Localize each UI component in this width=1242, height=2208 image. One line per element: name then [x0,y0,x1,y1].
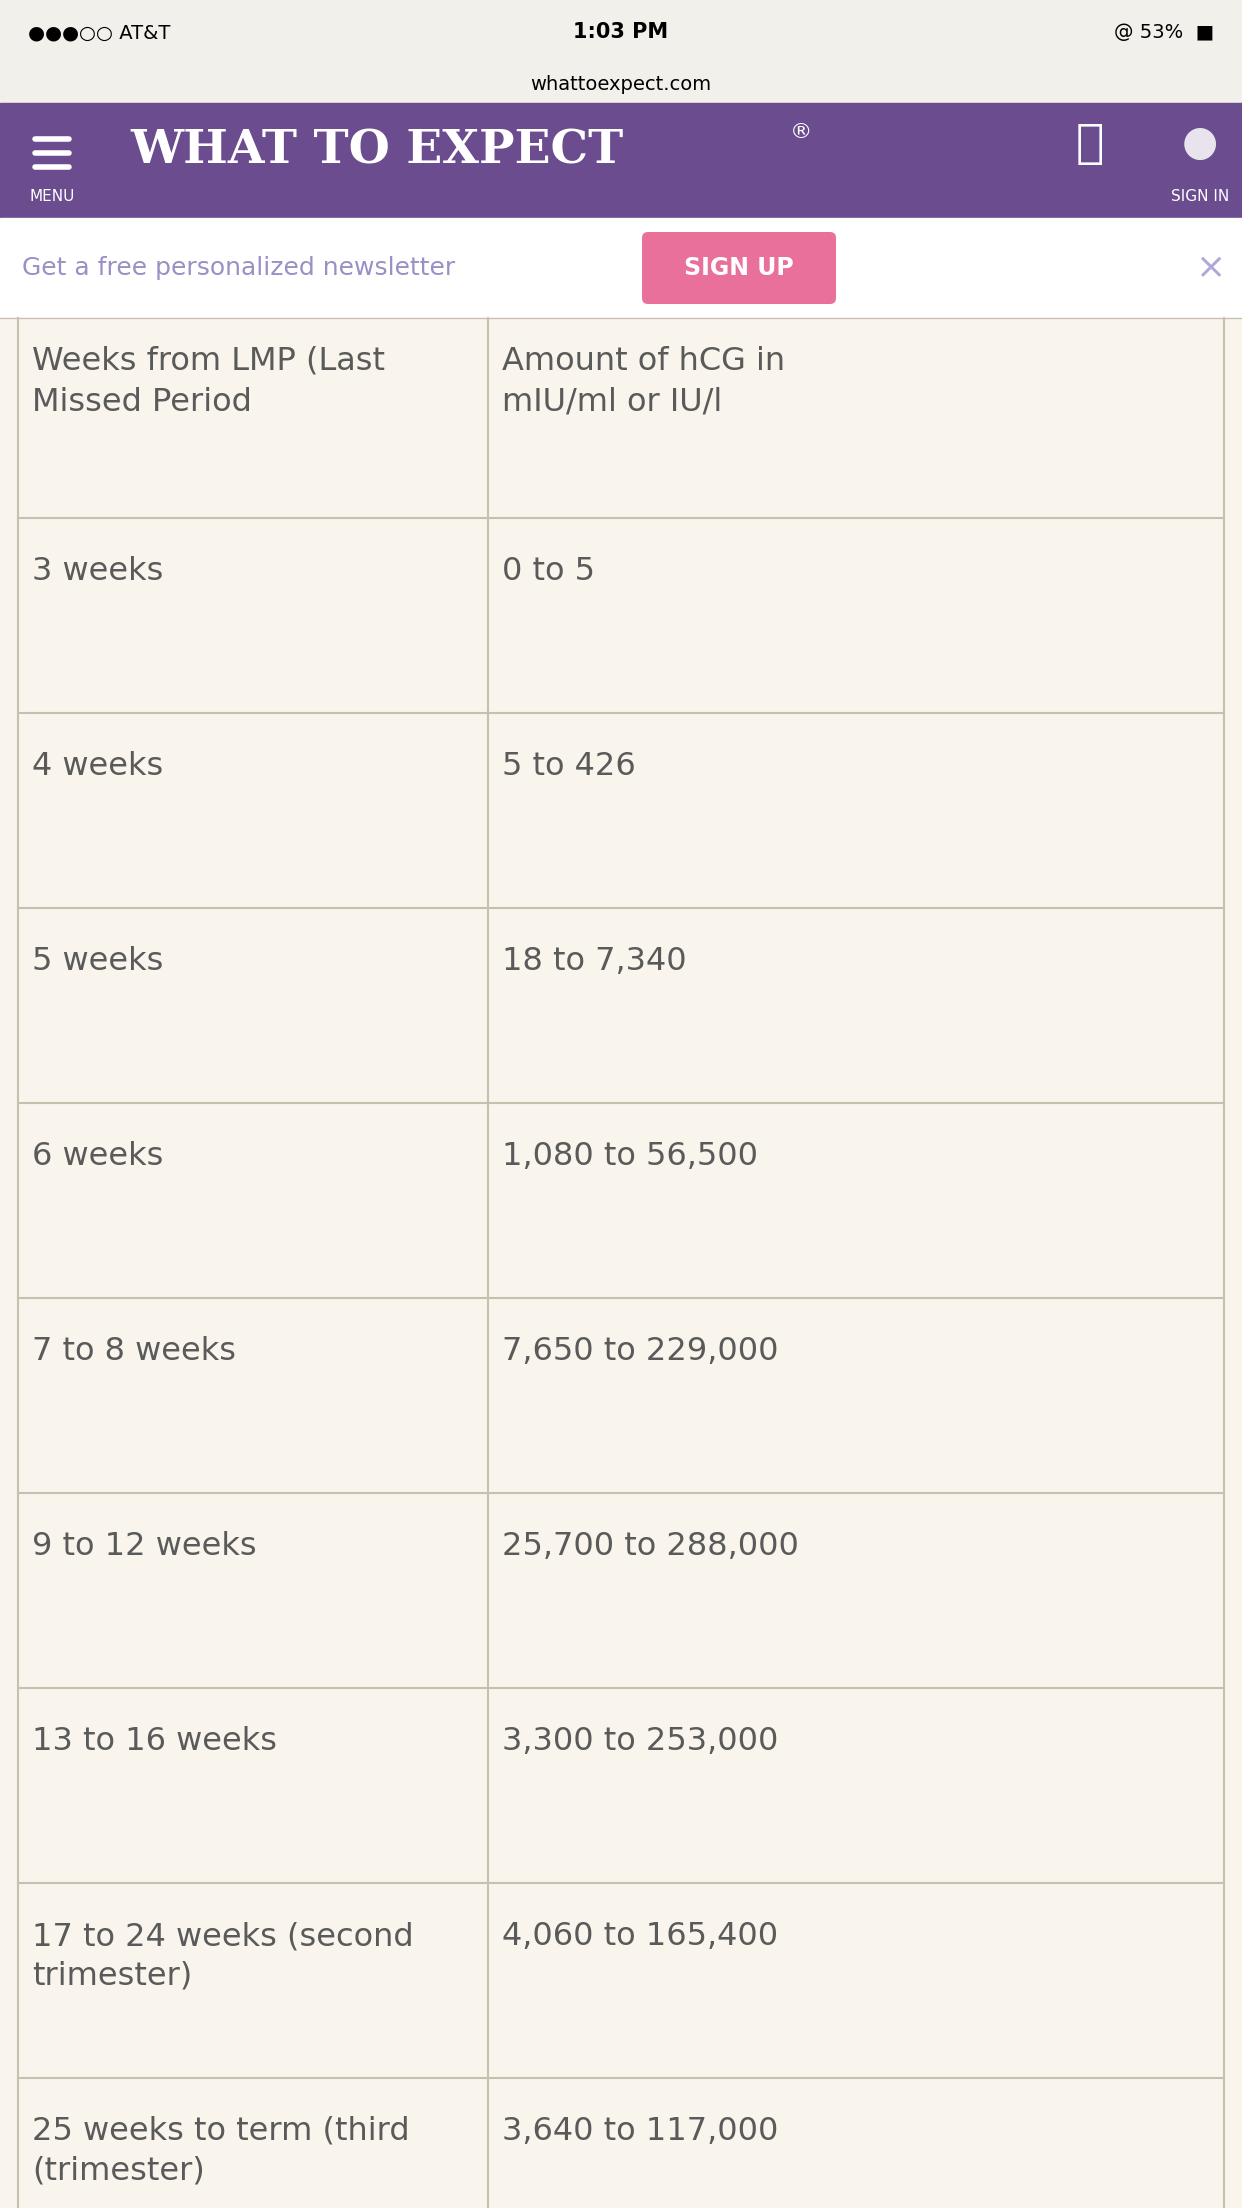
Text: 0 to 5: 0 to 5 [502,556,595,587]
Text: Amount of hCG in
mIU/ml or IU/l: Amount of hCG in mIU/ml or IU/l [502,347,785,417]
Bar [0,219,1242,318]
Text: ⌕: ⌕ [1076,121,1104,168]
Text: ×: × [1195,252,1225,285]
Bar [0,0,1242,64]
Text: ●: ● [1182,121,1218,163]
Text: @ 53%  ■: @ 53% ■ [1114,22,1213,42]
Text: 5 weeks: 5 weeks [32,945,164,976]
Text: 9 to 12 weeks: 9 to 12 weeks [32,1530,257,1561]
Text: 4 weeks: 4 weeks [32,751,163,782]
Text: 1,080 to 56,500: 1,080 to 56,500 [502,1142,758,1172]
Text: MENU: MENU [30,190,75,203]
Text: 3,640 to 117,000: 3,640 to 117,000 [502,2115,779,2146]
Text: 7 to 8 weeks: 7 to 8 weeks [32,1336,236,1367]
Text: 7,650 to 229,000: 7,650 to 229,000 [502,1336,779,1367]
Text: 17 to 24 weeks (second
trimester): 17 to 24 weeks (second trimester) [32,1921,414,1992]
Text: 5 to 426: 5 to 426 [502,751,636,782]
Text: Get a free personalized newsletter: Get a free personalized newsletter [22,256,456,280]
FancyBboxPatch shape [642,232,836,305]
Text: WHAT TO EXPECT: WHAT TO EXPECT [130,128,623,174]
Text: Weeks from LMP (Last
Missed Period: Weeks from LMP (Last Missed Period [32,347,385,417]
Text: SIGN IN: SIGN IN [1171,190,1230,203]
Text: 18 to 7,340: 18 to 7,340 [502,945,687,976]
Text: 25,700 to 288,000: 25,700 to 288,000 [502,1530,799,1561]
Text: 13 to 16 weeks: 13 to 16 weeks [32,1727,277,1758]
Bar [0,104,1242,219]
Text: ●●●○○ AT&T: ●●●○○ AT&T [29,22,170,42]
Text: 3 weeks: 3 weeks [32,556,164,587]
Text: whattoexpect.com: whattoexpect.com [530,75,712,93]
Text: 1:03 PM: 1:03 PM [574,22,668,42]
Text: SIGN UP: SIGN UP [684,256,794,280]
Text: 6 weeks: 6 weeks [32,1142,164,1172]
Text: ®: ® [790,121,812,144]
Text: 25 weeks to term (third
(trimester): 25 weeks to term (third (trimester) [32,2115,410,2186]
Text: 4,060 to 165,400: 4,060 to 165,400 [502,1921,779,1952]
Bar [0,64,1242,104]
Text: 3,300 to 253,000: 3,300 to 253,000 [502,1727,779,1758]
